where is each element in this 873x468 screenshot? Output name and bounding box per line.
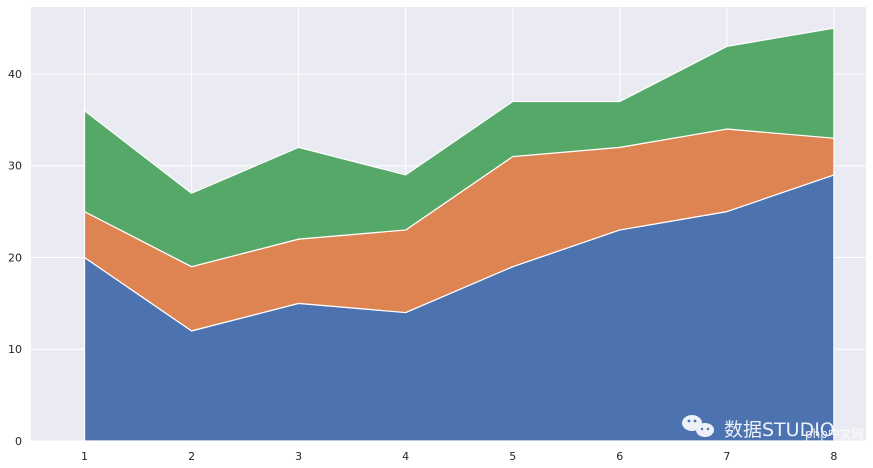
area-series-3 (83, 27, 835, 268)
y-axis-ticks: 0 10 20 30 40 (8, 68, 22, 448)
x-tick-label: 1 (81, 450, 88, 463)
x-tick-label: 5 (509, 450, 516, 463)
x-axis-ticks: 1 2 3 4 5 6 7 8 (81, 450, 837, 463)
x-tick-label: 4 (402, 450, 409, 463)
x-tick-label: 7 (723, 450, 730, 463)
watermark-text: 数据STUDIO (724, 419, 835, 441)
y-tick-label: 30 (8, 160, 22, 173)
x-tick-label: 2 (188, 450, 195, 463)
y-tick-label: 40 (8, 68, 22, 81)
y-tick-label: 10 (8, 343, 22, 356)
x-tick-label: 6 (616, 450, 623, 463)
y-tick-label: 20 (8, 251, 22, 264)
watermark: 数据STUDIO php中文网 (682, 415, 864, 441)
x-tick-label: 3 (295, 450, 302, 463)
wechat-icon (682, 415, 714, 437)
y-tick-label: 0 (15, 435, 22, 448)
area-series (83, 27, 835, 442)
x-tick-label: 8 (830, 450, 837, 463)
watermark-site: php中文网 (805, 426, 864, 441)
